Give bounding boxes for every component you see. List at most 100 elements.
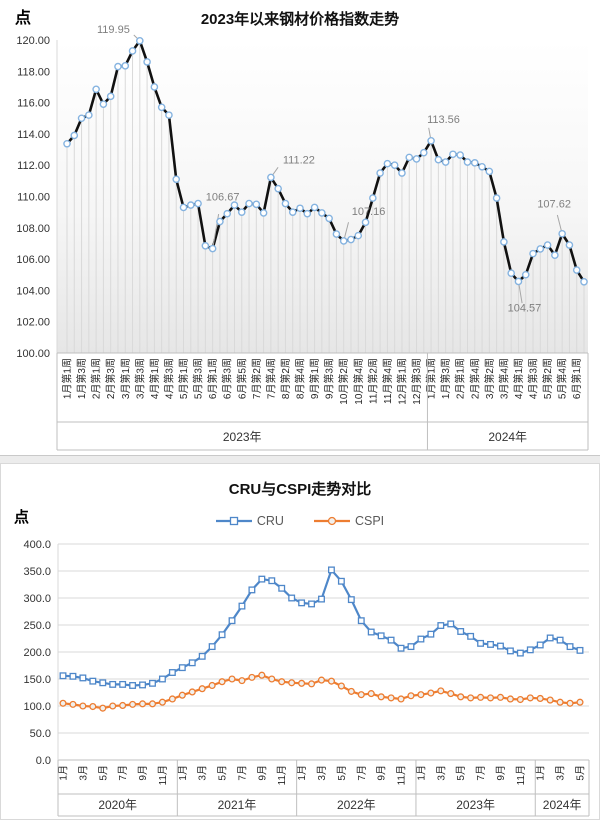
svg-text:2024年: 2024年 — [488, 430, 527, 444]
legend-item-cspi: CSPI — [313, 514, 385, 528]
svg-text:7月第4周: 7月第4周 — [264, 358, 277, 399]
svg-text:5月第3周: 5月第3周 — [192, 358, 205, 399]
svg-text:11月: 11月 — [157, 765, 169, 785]
svg-text:104.00: 104.00 — [16, 285, 50, 297]
svg-text:3月第1周: 3月第1周 — [119, 358, 132, 399]
svg-text:250.0: 250.0 — [23, 620, 51, 632]
chart-title: 2023年以来钢材价格指数走势 — [200, 11, 400, 28]
svg-text:6月第3周: 6月第3周 — [221, 358, 234, 399]
svg-text:150.0: 150.0 — [23, 674, 51, 686]
svg-text:5月: 5月 — [575, 765, 587, 781]
svg-text:2023年: 2023年 — [456, 798, 495, 812]
svg-text:111.22: 111.22 — [283, 154, 315, 166]
svg-text:1月: 1月 — [415, 765, 427, 781]
svg-text:100.00: 100.00 — [16, 348, 50, 360]
svg-text:11月: 11月 — [276, 765, 288, 785]
data-label-callouts: 119.95 106.67 111.22 107.16 113.56 104.57 107.… — [97, 24, 571, 315]
y-axis-unit-label: 点 — [15, 10, 32, 27]
svg-text:106.00: 106.00 — [16, 254, 50, 266]
svg-text:12月第3周: 12月第3周 — [410, 358, 423, 405]
legend-label: CSPI — [354, 514, 385, 528]
svg-text:119.95: 119.95 — [97, 24, 130, 36]
svg-text:3月第4周: 3月第4周 — [497, 358, 510, 399]
data-point-markers — [63, 36, 588, 286]
gridlines — [58, 543, 589, 761]
svg-text:0.0: 0.0 — [36, 755, 51, 767]
x-axis-week-labels: 1月第1周 1月第3周 2月第1周 2月第3周 3月第1周 3月第3周 4月第1周 4月第3周… — [61, 358, 584, 405]
svg-text:1月: 1月 — [58, 765, 70, 781]
svg-text:2024年: 2024年 — [543, 798, 582, 812]
svg-text:350.0: 350.0 — [23, 566, 51, 578]
svg-text:9月: 9月 — [495, 765, 507, 781]
chart-legend: CRU CSPI — [1, 514, 599, 528]
svg-text:5月第2周: 5月第2周 — [541, 358, 554, 399]
svg-text:3月: 3月 — [435, 765, 447, 781]
svg-text:5月第1周: 5月第1周 — [177, 358, 190, 399]
svg-text:7月: 7月 — [236, 765, 248, 781]
svg-text:7月: 7月 — [356, 765, 368, 781]
svg-text:400.0: 400.0 — [23, 539, 51, 551]
svg-text:1月: 1月 — [177, 765, 189, 781]
svg-text:1月第3周: 1月第3周 — [75, 358, 88, 399]
svg-text:1月: 1月 — [535, 765, 547, 781]
svg-text:3月第3周: 3月第3周 — [133, 358, 146, 399]
svg-text:113.56: 113.56 — [427, 114, 460, 126]
svg-text:50.0: 50.0 — [30, 728, 51, 740]
svg-text:6月第1周: 6月第1周 — [206, 358, 219, 399]
svg-text:11月第4周: 11月第4周 — [381, 358, 394, 404]
svg-text:2月第1周: 2月第1周 — [90, 358, 103, 399]
svg-text:9月第3周: 9月第3周 — [323, 358, 336, 399]
svg-text:6月第1周: 6月第1周 — [570, 358, 583, 399]
svg-text:1月第1周: 1月第1周 — [425, 358, 438, 399]
y-axis-unit-label: 点 — [14, 509, 30, 526]
svg-text:107.62: 107.62 — [537, 199, 571, 211]
svg-text:2021年: 2021年 — [218, 798, 257, 812]
svg-text:6月第5周: 6月第5周 — [235, 358, 248, 399]
cspi-legend-swatch-icon — [313, 516, 350, 526]
svg-text:7月: 7月 — [475, 765, 487, 781]
svg-text:5月: 5月 — [97, 765, 109, 781]
svg-text:5月: 5月 — [455, 765, 467, 781]
svg-text:5月第4周: 5月第4周 — [556, 358, 569, 399]
svg-text:4月第1周: 4月第1周 — [512, 358, 525, 399]
svg-text:104.57: 104.57 — [508, 302, 542, 314]
legend-label: CRU — [256, 514, 284, 528]
y-axis-tick-labels: 120.00 118.00 116.00 114.00 112.00 110.00 108.… — [16, 35, 50, 360]
svg-text:4月第3周: 4月第3周 — [162, 358, 175, 399]
drop-lines — [66, 40, 585, 353]
svg-text:106.67: 106.67 — [206, 192, 240, 204]
price-index-series-line — [66, 39, 586, 283]
svg-text:110.00: 110.00 — [17, 192, 50, 204]
svg-text:2月第4周: 2月第4周 — [468, 358, 481, 399]
svg-text:4月第1周: 4月第1周 — [148, 358, 161, 399]
svg-text:2月第3周: 2月第3周 — [104, 358, 117, 399]
svg-text:3月: 3月 — [197, 765, 209, 781]
year-group-axis: 2020年 2021年 2022年 2023年 2024年 — [57, 760, 590, 817]
series-cru — [59, 566, 584, 689]
svg-text:1月第3周: 1月第3周 — [439, 358, 452, 399]
svg-text:10月第4周: 10月第4周 — [352, 358, 365, 405]
svg-text:12月第1周: 12月第1周 — [395, 358, 408, 405]
svg-text:1月第1周: 1月第1周 — [61, 358, 74, 399]
svg-text:9月: 9月 — [376, 765, 388, 781]
svg-text:300.0: 300.0 — [23, 593, 51, 605]
svg-text:5月: 5月 — [217, 765, 229, 781]
svg-text:3月: 3月 — [555, 765, 567, 781]
svg-text:3月第2周: 3月第2周 — [483, 358, 496, 399]
svg-text:118.00: 118.00 — [17, 66, 50, 78]
svg-text:10月第2周: 10月第2周 — [337, 358, 350, 405]
svg-text:2023年: 2023年 — [223, 430, 262, 444]
svg-text:200.0: 200.0 — [23, 647, 51, 659]
svg-text:1月: 1月 — [296, 765, 308, 781]
svg-text:8月第4周: 8月第4周 — [294, 358, 307, 399]
svg-text:11月: 11月 — [396, 765, 408, 785]
svg-text:8月第2周: 8月第2周 — [279, 358, 292, 399]
svg-text:3月: 3月 — [77, 765, 89, 781]
svg-text:102.00: 102.00 — [16, 317, 50, 329]
axes — [56, 40, 588, 354]
steel-index-chart-panel: 120.00 118.00 116.00 114.00 112.00 110.00 108.… — [0, 0, 600, 456]
cru-cspi-chart-panel: 400.0 350.0 300.0 250.0 200.0 150.0 100.0 50.0 0… — [0, 463, 600, 820]
legend-item-cru: CRU — [215, 514, 284, 528]
chart-title: CRU与CSPI走势对比 — [228, 481, 372, 498]
series-cspi — [59, 671, 584, 712]
